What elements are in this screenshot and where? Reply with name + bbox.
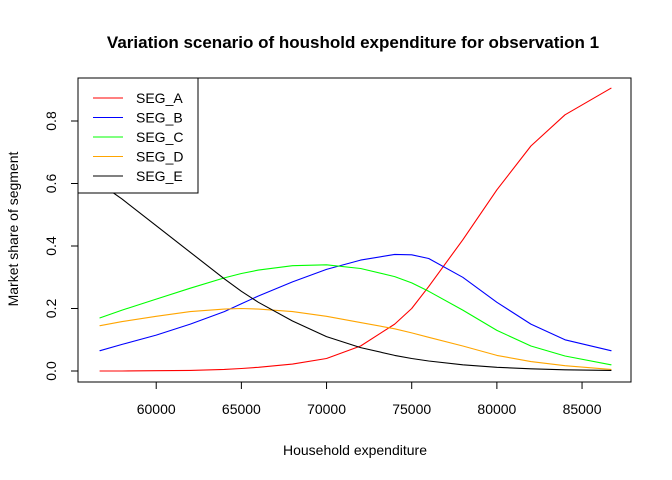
- legend-label: SEG_C: [136, 129, 183, 145]
- x-tick-label: 70000: [307, 401, 346, 417]
- series-line-seg-e: [99, 182, 612, 371]
- x-tick-label: 75000: [392, 401, 431, 417]
- x-axis: 60000 65000 70000 75000 80000 85000: [137, 381, 602, 417]
- series-line-seg-d: [99, 307, 612, 370]
- x-tick-label: 65000: [222, 401, 261, 417]
- y-tick-label: 0.2: [43, 299, 59, 319]
- series-line-seg-b: [99, 253, 612, 352]
- x-tick-label: 80000: [477, 401, 516, 417]
- y-axis-title: Market share of segment: [5, 151, 21, 306]
- series-line-seg-c: [99, 264, 612, 366]
- legend-box: [77, 77, 199, 194]
- legend: SEG_A SEG_B SEG_C SEG_D SEG_E: [77, 77, 199, 194]
- y-tick-label: 0.4: [43, 236, 59, 256]
- y-tick-label: 0.0: [43, 361, 59, 381]
- series-line-seg-a: [99, 87, 612, 372]
- legend-label: SEG_A: [136, 90, 183, 106]
- legend-label: SEG_E: [136, 168, 183, 184]
- series-group: [99, 87, 612, 372]
- chart-title: Variation scenario of houshold expenditu…: [107, 33, 599, 52]
- y-tick-label: 0.8: [43, 111, 59, 131]
- x-tick-label: 85000: [563, 401, 602, 417]
- y-tick-label: 0.6: [43, 174, 59, 194]
- y-axis: 0.0 0.2 0.4 0.6 0.8: [43, 111, 79, 381]
- x-axis-title: Household expenditure: [283, 442, 427, 458]
- legend-label: SEG_D: [136, 149, 183, 165]
- legend-label: SEG_B: [136, 110, 183, 126]
- x-tick-label: 60000: [137, 401, 176, 417]
